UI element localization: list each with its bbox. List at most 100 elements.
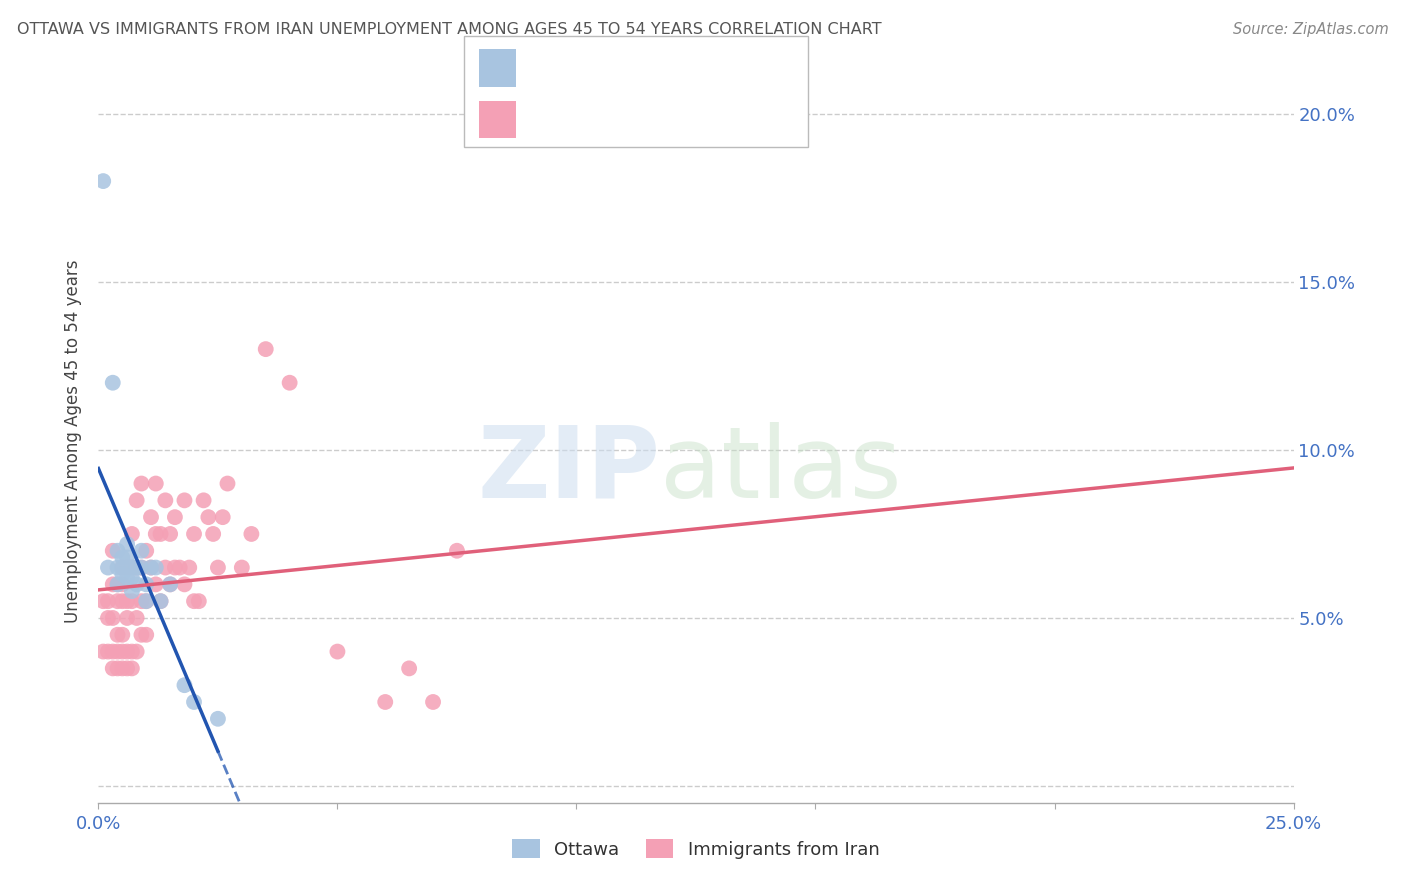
Point	[145, 560, 167, 574]
Point	[139, 560, 162, 574]
Point	[97, 560, 120, 574]
Point	[125, 560, 148, 574]
Text: -0.044: -0.044	[569, 60, 631, 78]
Point	[211, 510, 233, 524]
Point	[163, 560, 186, 574]
Point	[121, 527, 143, 541]
Point	[131, 628, 153, 642]
Point	[326, 644, 349, 658]
Point	[149, 527, 172, 541]
Point	[107, 628, 129, 642]
Point	[135, 543, 157, 558]
Point	[111, 661, 134, 675]
Point	[183, 594, 205, 608]
Point	[145, 527, 167, 541]
Text: atlas: atlas	[661, 422, 901, 519]
Point	[101, 611, 124, 625]
Point	[97, 644, 120, 658]
Point	[91, 594, 114, 608]
Point	[107, 661, 129, 675]
Point	[131, 594, 153, 608]
Point	[145, 577, 167, 591]
Point	[207, 560, 229, 574]
Text: R =: R =	[524, 60, 562, 78]
Text: 0.109: 0.109	[569, 112, 624, 129]
Point	[115, 560, 138, 574]
Point	[111, 550, 134, 565]
Point	[91, 644, 114, 658]
Point	[121, 584, 143, 599]
Text: N =: N =	[655, 60, 695, 78]
Text: 77: 77	[697, 112, 721, 129]
Point	[115, 644, 138, 658]
Y-axis label: Unemployment Among Ages 45 to 54 years: Unemployment Among Ages 45 to 54 years	[65, 260, 83, 624]
Point	[115, 571, 138, 585]
Point	[446, 543, 468, 558]
Point	[131, 543, 153, 558]
Point	[139, 560, 162, 574]
Point	[115, 537, 138, 551]
Point	[121, 661, 143, 675]
Point	[278, 376, 301, 390]
Point	[135, 594, 157, 608]
Point	[398, 661, 420, 675]
Point	[173, 577, 195, 591]
Point	[111, 594, 134, 608]
Point	[139, 510, 162, 524]
Point	[231, 560, 253, 574]
Point	[193, 493, 215, 508]
Text: 28: 28	[697, 60, 721, 78]
Point	[149, 594, 172, 608]
Point	[97, 594, 120, 608]
Point	[187, 594, 209, 608]
Text: ZIP: ZIP	[477, 422, 661, 519]
Point	[145, 476, 167, 491]
Text: OTTAWA VS IMMIGRANTS FROM IRAN UNEMPLOYMENT AMONG AGES 45 TO 54 YEARS CORRELATIO: OTTAWA VS IMMIGRANTS FROM IRAN UNEMPLOYM…	[17, 22, 882, 37]
Point	[135, 628, 157, 642]
Point	[91, 174, 114, 188]
Point	[107, 543, 129, 558]
Point	[159, 527, 181, 541]
Point	[135, 594, 157, 608]
Point	[163, 510, 186, 524]
Text: R =: R =	[524, 112, 562, 129]
Point	[111, 644, 134, 658]
Point	[111, 560, 134, 574]
Point	[135, 577, 157, 591]
Point	[173, 678, 195, 692]
Point	[115, 550, 138, 565]
Point	[107, 594, 129, 608]
Point	[422, 695, 444, 709]
Point	[217, 476, 239, 491]
Text: Source: ZipAtlas.com: Source: ZipAtlas.com	[1233, 22, 1389, 37]
Legend: Ottawa, Immigrants from Iran: Ottawa, Immigrants from Iran	[505, 832, 887, 866]
Point	[107, 577, 129, 591]
Point	[179, 560, 201, 574]
Point	[125, 493, 148, 508]
Point	[101, 376, 124, 390]
Point	[107, 644, 129, 658]
Point	[101, 644, 124, 658]
Point	[121, 560, 143, 574]
Point	[207, 712, 229, 726]
Point	[240, 527, 263, 541]
Text: N =: N =	[655, 112, 695, 129]
Point	[131, 560, 153, 574]
Point	[183, 527, 205, 541]
Point	[173, 493, 195, 508]
Point	[125, 560, 148, 574]
Point	[111, 577, 134, 591]
Point	[97, 611, 120, 625]
Point	[101, 661, 124, 675]
Point	[111, 567, 134, 582]
Point	[131, 560, 153, 574]
Point	[121, 644, 143, 658]
Point	[131, 476, 153, 491]
Point	[202, 527, 225, 541]
Point	[125, 611, 148, 625]
Point	[121, 560, 143, 574]
Point	[197, 510, 219, 524]
Point	[101, 577, 124, 591]
Point	[159, 577, 181, 591]
Point	[254, 342, 277, 356]
